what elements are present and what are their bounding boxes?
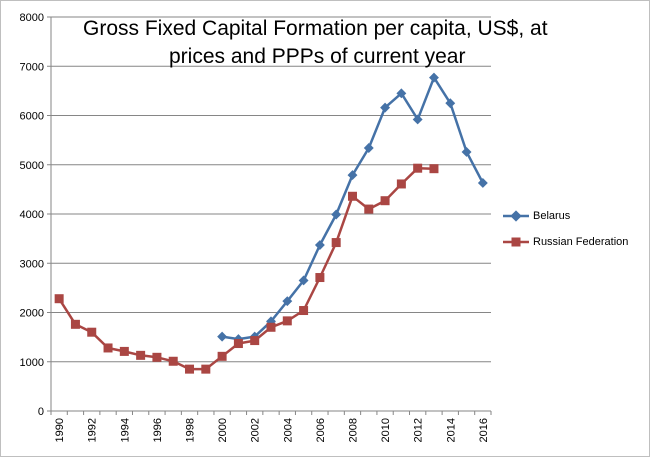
y-tick-label: 6000: [20, 111, 44, 123]
data-point-russian-federation: [413, 163, 423, 173]
x-tick-label: 2000: [217, 418, 229, 442]
series-line-belarus: [221, 76, 485, 341]
data-point-russian-federation: [54, 294, 64, 304]
x-tick-label: 2002: [250, 418, 262, 442]
data-point-russian-federation: [266, 322, 276, 332]
chart-title-line-1: Gross Fixed Capital Formation per capita…: [83, 17, 548, 40]
data-point-russian-federation: [87, 327, 97, 337]
y-tick-label: 5000: [20, 160, 44, 172]
legend-item-belarus: Belarus: [503, 209, 570, 223]
data-point-russian-federation: [282, 316, 292, 326]
legend-item-russian-federation: Russian Federation: [503, 235, 628, 249]
x-tick-label: 2008: [347, 418, 359, 442]
y-tick-label: 4000: [20, 209, 44, 221]
x-tick-label: 2006: [315, 418, 327, 442]
data-point-russian-federation: [136, 350, 146, 360]
data-point-russian-federation: [119, 346, 129, 356]
legend-label-russian-federation: Russian Federation: [533, 236, 629, 248]
data-point-belarus: [363, 143, 374, 153]
data-point-russian-federation: [233, 339, 243, 349]
data-point-belarus: [477, 178, 488, 188]
data-point-russian-federation: [347, 191, 357, 201]
y-tick-label: 3000: [20, 258, 44, 270]
legend-swatch-belarus: [503, 209, 529, 223]
data-point-belarus: [314, 240, 325, 250]
x-tick-label: 2004: [282, 418, 294, 442]
data-point-russian-federation: [103, 343, 113, 353]
data-point-russian-federation: [185, 364, 195, 374]
data-point-russian-federation: [250, 336, 260, 346]
data-point-belarus: [217, 331, 228, 342]
data-point-russian-federation: [380, 196, 390, 206]
data-point-russian-federation: [152, 352, 162, 362]
data-point-belarus: [282, 296, 293, 307]
x-tick-label: 2012: [413, 418, 425, 442]
data-point-belarus: [461, 146, 472, 157]
y-tick-label: 1000: [20, 357, 44, 369]
x-tick-label: 1992: [87, 418, 99, 442]
data-point-russian-federation: [331, 238, 341, 248]
data-point-russian-federation: [299, 306, 309, 316]
x-tick-label: 2016: [478, 418, 490, 442]
data-point-russian-federation: [201, 364, 211, 374]
y-tick-label: 0: [38, 406, 44, 418]
x-tick-label: 1998: [185, 418, 197, 442]
x-tick-label: 2014: [445, 418, 457, 442]
legend-label-belarus: Belarus: [533, 210, 571, 222]
data-point-russian-federation: [315, 273, 325, 283]
x-tick-label: 2010: [380, 418, 392, 442]
data-point-belarus: [298, 275, 309, 286]
data-point-belarus: [347, 170, 358, 181]
data-point-russian-federation: [364, 204, 374, 214]
data-point-russian-federation: [429, 164, 439, 174]
data-point-russian-federation: [70, 319, 80, 329]
chart-title-line-2: prices and PPPs of current year: [169, 45, 466, 68]
legend-swatch-russian-federation: [503, 235, 529, 249]
x-tick-label: 1996: [152, 418, 164, 442]
data-point-russian-federation: [217, 351, 227, 361]
data-point-russian-federation: [168, 356, 178, 366]
y-tick-label: 7000: [20, 61, 44, 73]
y-tick-label: 8000: [20, 12, 44, 24]
x-tick-label: 1990: [54, 418, 66, 442]
data-point-belarus: [331, 209, 342, 220]
y-tick-label: 2000: [20, 308, 44, 320]
data-point-russian-federation: [396, 179, 406, 189]
x-tick-label: 1994: [119, 418, 131, 442]
